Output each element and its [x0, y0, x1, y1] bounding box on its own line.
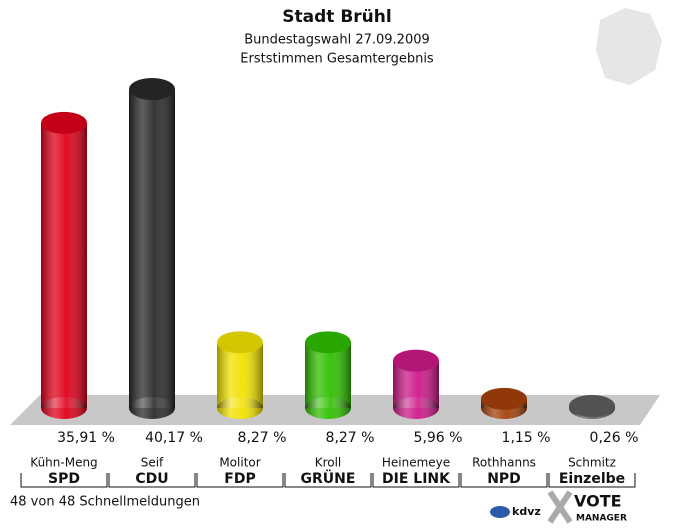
bar [305, 331, 351, 419]
bar [393, 349, 439, 419]
logo-icon [547, 490, 573, 524]
party-bracket [284, 473, 372, 488]
map-icon [596, 8, 662, 85]
candidate-label: Heinemeye [382, 456, 450, 470]
party-label: GRÜNE [301, 469, 356, 487]
party-bracket [372, 473, 460, 488]
bar-top [305, 331, 351, 354]
party-bracket [548, 473, 636, 488]
value-label: 35,91 % [57, 430, 115, 446]
candidate-label: Seif [141, 456, 164, 470]
bar-top-shade [305, 331, 351, 354]
party-bracket [20, 473, 108, 488]
bar [129, 78, 175, 419]
bar-top [41, 111, 87, 134]
chart-title: Stadt Brühl [282, 7, 391, 27]
candidate-label: Molitor [219, 456, 260, 470]
bar-top-shade [217, 331, 263, 354]
bar-top [129, 78, 175, 101]
party-label: NPD [487, 471, 521, 487]
value-label: 40,17 % [145, 430, 203, 446]
logo-text: kdvz [512, 505, 541, 518]
bar-top-shade [41, 111, 87, 134]
bar [569, 394, 615, 419]
candidate-label: Kroll [315, 456, 342, 470]
bar-top [569, 394, 615, 417]
footer: 48 von 48 Schnellmeldungen [10, 495, 200, 510]
bar-top-shade [129, 78, 175, 101]
value-label: 8,27 % [326, 430, 375, 446]
party-label: Einzelbe [559, 471, 625, 487]
logo-icon [490, 506, 510, 518]
bar-top [217, 331, 263, 354]
party-bracket [196, 473, 284, 488]
logo-text: MANAGER [576, 514, 627, 524]
candidate-label: Rothhanns [472, 456, 536, 470]
party-label: CDU [135, 471, 168, 487]
party-label: DIE LINK [382, 471, 451, 487]
bar-body-shade [41, 122, 87, 408]
candidate-label: Kühn-Meng [30, 456, 97, 470]
chart-subtitle: Erststimmen Gesamtergebnis [240, 52, 434, 67]
logo-text: VOTE [574, 492, 622, 511]
party-bracket [108, 473, 196, 488]
party-bracket [460, 473, 548, 488]
party-label: SPD [48, 471, 80, 487]
value-label: 0,26 % [590, 430, 639, 446]
bar-body-shade [129, 89, 175, 408]
bar-top [393, 349, 439, 372]
bar [41, 111, 87, 419]
chart-subtitle: Bundestagswahl 27.09.2009 [244, 33, 430, 48]
bar-top [481, 387, 527, 410]
party-label: FDP [224, 471, 255, 487]
bar-top-shade [481, 387, 527, 410]
bar [481, 387, 527, 419]
bar-top-shade [393, 349, 439, 372]
value-label: 1,15 % [502, 430, 551, 446]
bar [217, 331, 263, 419]
candidate-label: Schmitz [568, 456, 616, 470]
value-label: 5,96 % [414, 430, 463, 446]
bar-top-shade [569, 394, 615, 417]
value-label: 8,27 % [238, 430, 287, 446]
